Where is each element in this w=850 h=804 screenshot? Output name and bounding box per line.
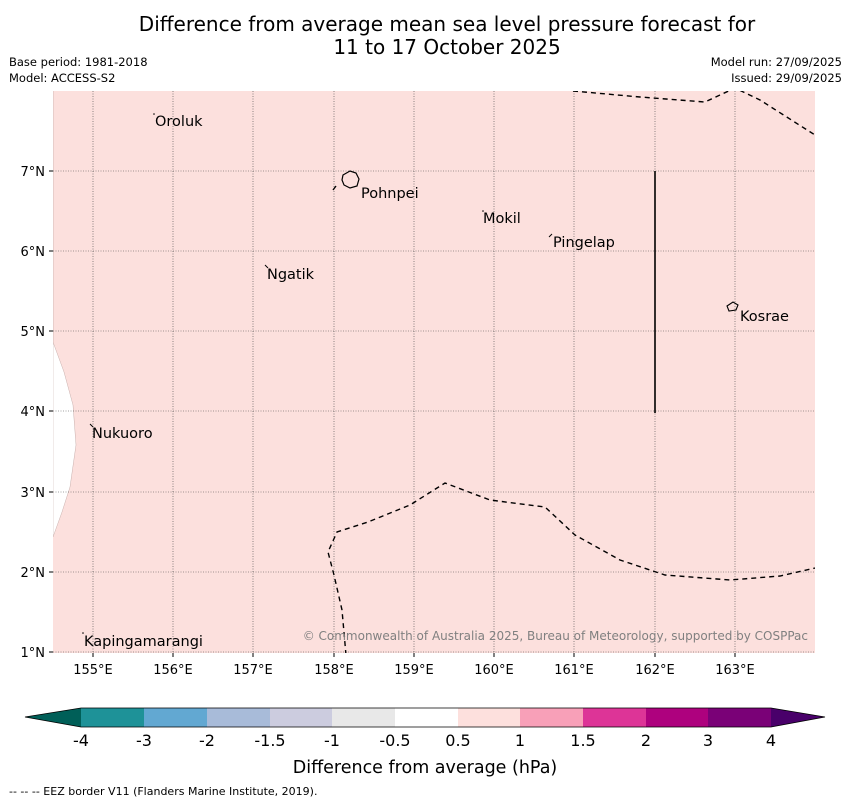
- axis-tick-marks: [49, 170, 736, 657]
- lat-label-1: 1°N: [21, 646, 46, 661]
- lon-label-160: 160°E: [474, 663, 514, 678]
- issued-date: Issued: 29/09/2025: [731, 71, 842, 85]
- colorbar-tick: 2: [641, 731, 651, 750]
- lon-label-157: 157°E: [233, 663, 273, 678]
- mokil-atoll: [482, 210, 484, 212]
- lat-label-6: 6°N: [21, 245, 46, 260]
- colorbar-tick: -3: [136, 731, 152, 750]
- lon-label-159: 159°E: [394, 663, 434, 678]
- anomaly-fill-neutral: [53, 91, 77, 538]
- label-pingelap: Pingelap: [553, 235, 615, 251]
- title-line-1: Difference from average mean sea level p…: [138, 12, 756, 36]
- colorbar-bin--4--3: [81, 708, 144, 727]
- anomaly-fill-positive: [53, 91, 815, 653]
- colorbar-tick: 3: [703, 731, 713, 750]
- colorbar-extend-high: [771, 708, 825, 727]
- eez-border-fragment: [332, 185, 337, 191]
- meta-right: Model run: 27/09/2025 Issued: 29/09/2025: [711, 54, 842, 86]
- colorbar-tick: -0.5: [379, 731, 410, 750]
- kosrae-island: [726, 301, 739, 312]
- colorbar-bin-0.5-1: [458, 708, 520, 727]
- pingelap-atoll: [548, 233, 553, 238]
- label-nukuoro: Nukuoro: [92, 426, 153, 442]
- colorbar-bin--1--0.5: [332, 708, 395, 727]
- base-period: Base period: 1981-2018: [9, 55, 148, 69]
- lon-label-155: 155°E: [73, 663, 113, 678]
- colorbar-title: Difference from average (hPa): [293, 758, 558, 778]
- copyright-notice: © Commonwealth of Australia 2025, Bureau…: [303, 629, 808, 643]
- colorbar-tick: 1.5: [570, 731, 595, 750]
- colorbar-tick: 4: [766, 731, 776, 750]
- nukuoro-atoll: [89, 423, 94, 428]
- colorbar-bin--0.5-0.5: [395, 708, 458, 727]
- colorbar-bin-1-1.5: [520, 708, 583, 727]
- lat-label-5: 5°N: [21, 325, 46, 340]
- label-kapingamarangi: Kapingamarangi: [84, 634, 203, 650]
- colorbar-bin--2--1.5: [207, 708, 270, 727]
- oroluk-atoll: [153, 113, 155, 115]
- lat-label-2: 2°N: [21, 566, 46, 581]
- colorbar-tick: 1: [515, 731, 525, 750]
- title-line-2: 11 to 17 October 2025: [333, 35, 561, 59]
- eez-border-north: [572, 91, 815, 136]
- pohnpei-island: [341, 170, 360, 189]
- latitude-labels: 7°N 6°N 5°N 4°N 3°N 2°N 1°N: [21, 165, 46, 661]
- model-run: Model run: 27/09/2025: [710, 55, 842, 69]
- colorbar-tick: -4: [73, 731, 89, 750]
- colorbar-extend-low: [25, 708, 81, 727]
- longitude-labels: 155°E 156°E 157°E 158°E 159°E 160°E 161°…: [73, 663, 755, 678]
- label-ngatik: Ngatik: [267, 267, 315, 283]
- colorbar-bin--1.5--1: [270, 708, 332, 727]
- colorbar-tick-labels: -4 -3 -2 -1.5 -1 -0.5 0.5 1 1.5 2 3 4: [73, 731, 776, 750]
- eez-legend-note: -- -- -- EEZ border V11 (Flanders Marine…: [9, 785, 318, 798]
- colorbar-bin-2-3: [646, 708, 708, 727]
- lat-label-4: 4°N: [21, 405, 46, 420]
- colorbar-tick: -1.5: [254, 731, 285, 750]
- colorbar-tick: -1: [324, 731, 340, 750]
- lon-label-163: 163°E: [715, 663, 755, 678]
- colorbar-tick: 0.5: [445, 731, 470, 750]
- colorbar-tick: -2: [199, 731, 215, 750]
- lon-label-161: 161°E: [554, 663, 594, 678]
- meta-left: Base period: 1981-2018 Model: ACCESS-S2: [9, 54, 148, 86]
- lon-label-158: 158°E: [314, 663, 354, 678]
- chart-title: Difference from average mean sea level p…: [0, 13, 850, 59]
- eez-border-south: [327, 482, 815, 653]
- label-pohnpei: Pohnpei: [361, 186, 419, 202]
- label-mokil: Mokil: [483, 211, 521, 227]
- model-name: Model: ACCESS-S2: [9, 71, 116, 85]
- label-kosrae: Kosrae: [740, 309, 789, 325]
- kapingamarangi-atoll: [82, 632, 84, 634]
- colorbar-bin-1.5-2: [583, 708, 646, 727]
- ngatik-atoll: [264, 264, 269, 269]
- colorbar: [24, 707, 826, 728]
- eez-borders: [327, 91, 815, 653]
- colorbar-outline: [24, 707, 826, 728]
- lon-label-156: 156°E: [153, 663, 193, 678]
- map-area: Oroluk Pohnpei Mokil Pingelap Ngatik Kos…: [53, 91, 815, 653]
- lon-label-162: 162°E: [635, 663, 675, 678]
- colorbar-bin--3--2: [144, 708, 207, 727]
- colorbar-bin-3-4: [708, 708, 771, 727]
- lat-label-7: 7°N: [21, 165, 46, 180]
- label-oroluk: Oroluk: [155, 114, 203, 130]
- lat-label-3: 3°N: [21, 486, 46, 501]
